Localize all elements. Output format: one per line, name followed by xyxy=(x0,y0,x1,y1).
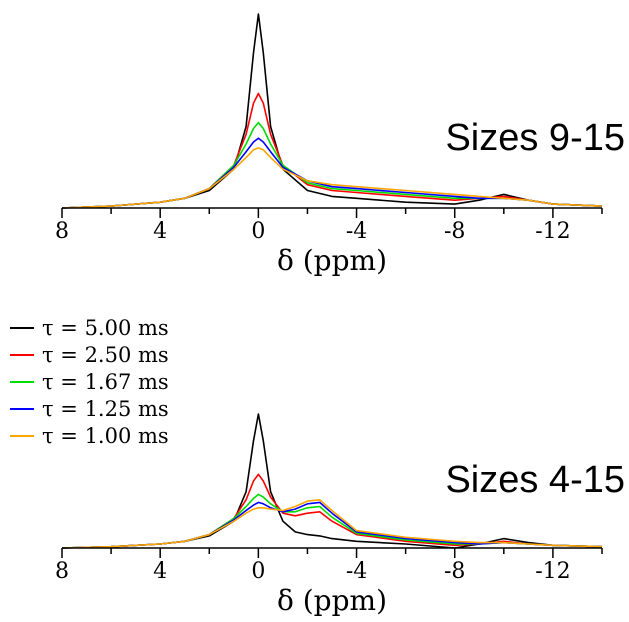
x-tick-label: -12 xyxy=(535,219,570,244)
panel-sizes-4-15: 8 4 0 -4 -8 -12 δ (ppm) Sizes 4-15 τ = 5.00 m… xyxy=(10,316,625,617)
x-tick-label: 8 xyxy=(55,559,69,584)
series-layer xyxy=(61,413,603,549)
x-tick-label: 4 xyxy=(153,559,167,584)
legend-label-1: τ = 2.50 ms xyxy=(42,343,169,367)
series-line-4 xyxy=(61,498,603,549)
x-axis-title: δ (ppm) xyxy=(277,584,387,617)
x-tick-label: 0 xyxy=(251,559,265,584)
legend-label-2: τ = 1.67 ms xyxy=(42,370,169,394)
x-tick-label: -8 xyxy=(444,219,465,244)
legend-label-0: τ = 5.00 ms xyxy=(42,316,169,340)
panel-title: Sizes 9-15 xyxy=(445,117,625,159)
series-layer xyxy=(61,13,603,209)
series-line-0 xyxy=(61,13,603,209)
x-tick-label: -8 xyxy=(444,559,465,584)
panel-title: Sizes 4-15 xyxy=(445,459,625,501)
x-axis-title: δ (ppm) xyxy=(277,244,387,277)
x-tick-label: 4 xyxy=(153,219,167,244)
legend: τ = 5.00 ms τ = 2.50 ms τ = 1.67 ms τ = 1.2… xyxy=(10,316,169,448)
x-tick-label: 0 xyxy=(251,219,265,244)
x-tick-label: -4 xyxy=(346,559,367,584)
legend-label-3: τ = 1.25 ms xyxy=(42,397,169,421)
x-tick-label: -12 xyxy=(535,559,570,584)
series-line-4 xyxy=(61,147,603,209)
tick-layer: 8 4 0 -4 -8 -12 xyxy=(55,208,603,244)
tick-layer: 8 4 0 -4 -8 -12 xyxy=(55,548,603,584)
panel-sizes-9-15: 8 4 0 -4 -8 -12 δ (ppm) Sizes 9-15 xyxy=(55,13,625,277)
x-tick-label: 8 xyxy=(55,219,69,244)
legend-label-4: τ = 1.00 ms xyxy=(42,424,169,448)
x-tick-label: -4 xyxy=(346,219,367,244)
